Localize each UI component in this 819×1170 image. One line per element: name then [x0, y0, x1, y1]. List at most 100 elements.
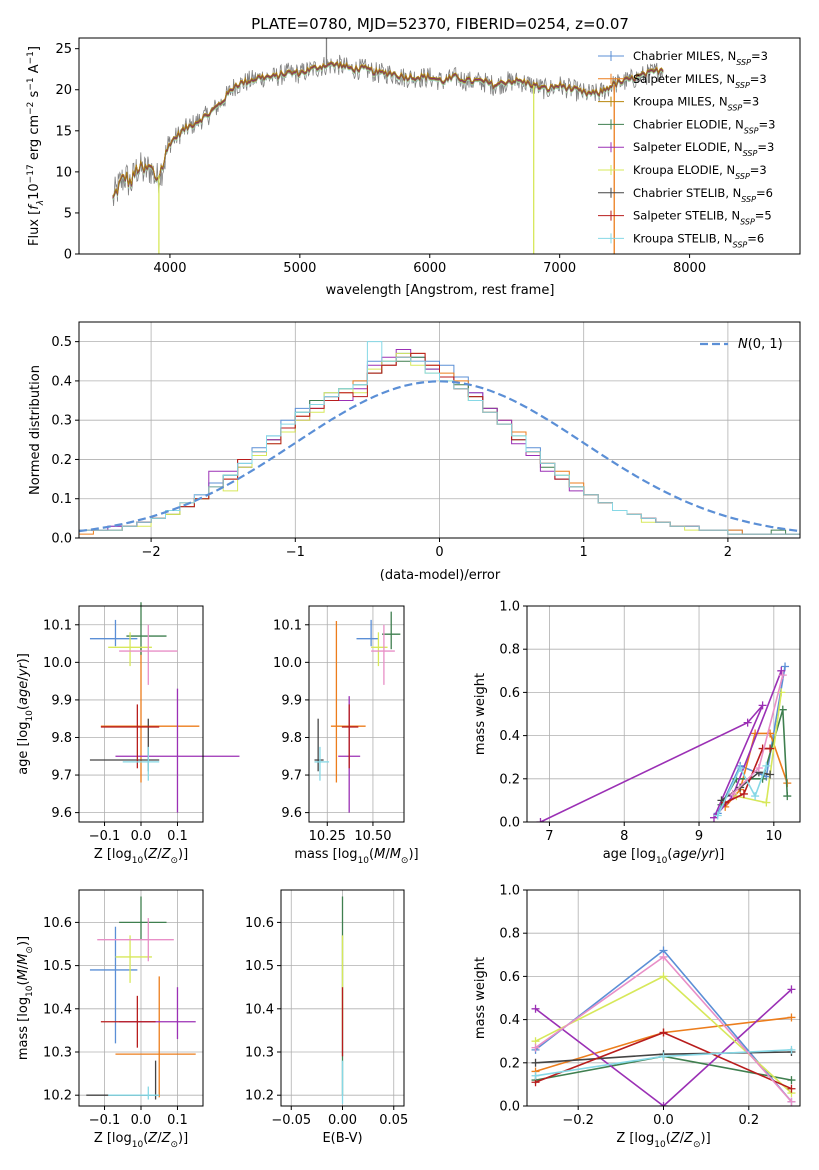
legend-label: N(0, 1) — [738, 337, 783, 352]
series-marker — [531, 1071, 540, 1080]
x-tick-label: 1 — [580, 545, 588, 560]
x-tick-label: 6000 — [413, 261, 446, 276]
y-tick-label: 0.6 — [499, 686, 520, 701]
series-marker — [531, 1043, 540, 1052]
series-marker — [659, 1052, 668, 1061]
x-tick-label: 0.0 — [131, 1113, 152, 1128]
x-axis-label: Z [log10(Z/Z⊙)] — [94, 847, 188, 866]
x-tick-label: 0.0 — [653, 1113, 674, 1128]
y-tick-label: 10.4 — [43, 1002, 72, 1017]
y-tick-label: 10.2 — [245, 1089, 274, 1104]
y-tick-label: 10.6 — [245, 916, 274, 931]
chart-title: PLATE=0780, MJD=52370, FIBERID=0254, z=0… — [251, 15, 629, 33]
series-marker — [787, 1045, 796, 1054]
axes-frame — [308, 605, 405, 823]
y-tick-label: 0 — [64, 248, 72, 263]
y-tick-label: 10.1 — [273, 618, 302, 633]
mass-vs-ebv-panel: −0.05 0.00 0.05 10.2 10.3 10.4 10.5 10.6 E(B-V) — [245, 889, 408, 1146]
series-marker — [736, 764, 745, 772]
series-marker — [751, 792, 760, 801]
x-tick-label: 10.25 — [309, 829, 346, 844]
y-tick-label: 9.7 — [51, 769, 72, 784]
y-tick-label: 15 — [55, 124, 72, 139]
y-tick-label: 5 — [64, 206, 72, 221]
histogram-step — [79, 341, 800, 538]
x-tick-label: 7000 — [543, 261, 576, 276]
x-tick-label: 0.1 — [167, 829, 188, 844]
x-axis-label: E(B-V) — [322, 1131, 362, 1146]
x-axis-label: (data-model)/error — [380, 568, 501, 583]
x-tick-label: 9 — [695, 829, 703, 844]
legend-label: Kroupa STELIB, NSSP=6 — [633, 231, 764, 249]
y-tick-label: 0.2 — [499, 772, 520, 787]
series-marker — [659, 952, 668, 961]
series-line — [716, 765, 768, 816]
legend-label: Kroupa ELODIE, NSSP=3 — [633, 163, 767, 181]
legend-label: Salpeter MILES, NSSP=3 — [633, 72, 767, 90]
line-plot — [531, 946, 796, 1106]
series-marker — [536, 818, 545, 822]
y-tick-label: 0.0 — [51, 532, 72, 547]
series-marker — [728, 789, 737, 798]
x-axis-label: mass [log10(M/M⊙)] — [294, 847, 418, 866]
y-tick-label: 10.3 — [245, 1046, 274, 1061]
x-tick-label: 0.1 — [167, 1113, 188, 1128]
legend-label: Chabrier MILES, NSSP=3 — [633, 49, 768, 67]
spectrum-panel: 4000 5000 6000 7000 8000 0 5 10 15 20 25 PLATE=0780… — [26, 15, 801, 298]
x-tick-label: 0.2 — [738, 1113, 759, 1128]
model-spectrum — [112, 60, 664, 197]
y-tick-label: 0.2 — [499, 1056, 520, 1071]
y-tick-label: 25 — [55, 42, 72, 57]
legend-label: Chabrier STELIB, NSSP=6 — [633, 186, 773, 204]
x-axis-label: Z [log10(Z/Z⊙)] — [616, 1131, 710, 1150]
y-tick-label: 0.1 — [51, 492, 72, 507]
x-axis-label: Z [log10(Z/Z⊙)] — [94, 1131, 188, 1150]
x-tick-label: 4000 — [153, 261, 186, 276]
spectrum-plot — [112, 38, 664, 254]
histogram-plot — [79, 341, 800, 538]
y-tick-label: 20 — [55, 83, 72, 98]
series-marker — [781, 662, 790, 671]
x-tick-label: −0.1 — [89, 829, 121, 844]
y-tick-label: 10.3 — [43, 1046, 72, 1061]
y-tick-label: 0.4 — [499, 1013, 520, 1028]
mass-vs-metallicity-panel: −0.1 0.0 0.1 10.2 10.3 10.4 10.5 10.6 Z [log10(Z… — [16, 889, 204, 1150]
axes-frame — [78, 37, 801, 255]
y-tick-label: 0.0 — [499, 1100, 520, 1115]
series-marker — [754, 764, 763, 772]
series-marker — [787, 1013, 796, 1022]
x-axis-label: wavelength [Angstrom, rest frame] — [326, 283, 555, 298]
legend-label: Chabrier ELODIE, NSSP=3 — [633, 117, 775, 135]
residual-histogram-panel: −2 −1 0 1 2 0.0 0.1 0.2 0.3 0.4 0.5 (data-model)/er… — [28, 321, 801, 583]
y-tick-label: 10.0 — [273, 656, 302, 671]
series-line — [540, 670, 783, 822]
normal-curve — [79, 380, 800, 533]
series-marker — [758, 701, 767, 710]
x-tick-label: 0.0 — [131, 829, 152, 844]
axes-frame — [526, 605, 801, 823]
x-tick-label: 5000 — [283, 261, 316, 276]
series-marker — [531, 1004, 540, 1013]
legend-label: Salpeter STELIB, NSSP=5 — [633, 209, 772, 227]
model-spectrum — [112, 61, 664, 198]
y-axis-label: age [log10(age/yr)] — [16, 653, 35, 775]
y-tick-label: 0.5 — [51, 335, 72, 350]
x-tick-label: 7 — [545, 829, 553, 844]
y-tick-label: 0.0 — [499, 816, 520, 831]
y-tick-label: 0.4 — [499, 729, 520, 744]
mass-weight-vs-age-panel: 7 8 9 10 0.0 0.2 0.4 0.6 0.8 1.0 age [log10(age/yr… — [473, 600, 801, 866]
y-tick-label: 9.6 — [51, 806, 72, 821]
x-tick-label: 0 — [435, 545, 443, 560]
x-axis-label: age [log10(age/yr)] — [603, 847, 725, 866]
y-tick-label: 0.6 — [499, 970, 520, 985]
y-tick-label: 10.2 — [43, 1089, 72, 1104]
series-marker — [778, 671, 787, 680]
y-tick-label: 10.6 — [43, 916, 72, 931]
legend-label: Salpeter ELODIE, NSSP=3 — [633, 140, 774, 158]
age-vs-mass-panel: 10.25 10.50 9.6 9.7 9.8 9.9 10.0 10.1 mass [log1… — [273, 605, 419, 866]
x-tick-label: −0.05 — [271, 1113, 311, 1128]
series-marker — [777, 666, 786, 675]
y-tick-label: 10.4 — [245, 1002, 274, 1017]
series-marker — [783, 792, 792, 801]
